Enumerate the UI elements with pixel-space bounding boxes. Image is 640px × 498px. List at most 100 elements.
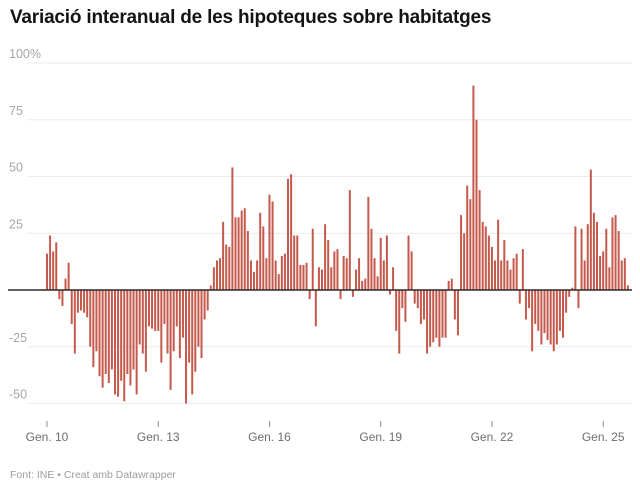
bar xyxy=(453,290,456,320)
bar xyxy=(296,235,299,290)
bar xyxy=(626,285,629,290)
bar xyxy=(274,260,277,290)
bar xyxy=(497,219,500,290)
bar xyxy=(438,290,441,347)
bar xyxy=(166,290,169,354)
bar xyxy=(376,276,379,290)
bar xyxy=(586,224,589,290)
bar xyxy=(456,290,459,336)
y-tick-label: -25 xyxy=(9,331,27,345)
bar xyxy=(620,260,623,290)
y-tick-label: 25 xyxy=(9,217,23,231)
bar xyxy=(574,226,577,290)
bar xyxy=(407,235,410,290)
bar xyxy=(385,235,388,290)
bar xyxy=(416,290,419,309)
bar xyxy=(157,290,160,331)
bar xyxy=(49,235,52,290)
bar xyxy=(401,290,404,309)
bar xyxy=(123,290,126,402)
bar xyxy=(95,290,98,352)
bar xyxy=(126,290,129,374)
bar xyxy=(481,221,484,290)
y-tick-label: 75 xyxy=(9,104,23,118)
bar xyxy=(515,253,518,290)
bar xyxy=(46,253,48,290)
bar xyxy=(484,226,487,290)
bar xyxy=(614,215,617,290)
bar xyxy=(215,260,218,290)
bar xyxy=(623,258,626,290)
bar xyxy=(83,290,86,313)
y-tick-label: 100% xyxy=(9,47,41,61)
bar xyxy=(330,267,333,290)
bar xyxy=(370,228,373,290)
bar xyxy=(521,249,524,290)
bar xyxy=(188,290,191,363)
bar xyxy=(181,290,184,338)
bar xyxy=(314,290,317,327)
bar xyxy=(562,290,565,338)
bar xyxy=(392,267,395,290)
bar xyxy=(361,280,364,290)
bar xyxy=(571,287,574,290)
bar xyxy=(500,260,503,290)
y-axis-labels: 100% 75 50 25 -25 -50 xyxy=(9,47,41,402)
bar xyxy=(487,235,490,290)
bar xyxy=(70,290,73,325)
bar xyxy=(321,269,324,290)
bar xyxy=(367,196,370,290)
bar xyxy=(107,290,110,384)
bar xyxy=(110,290,113,370)
bar xyxy=(351,290,354,297)
bar xyxy=(113,290,116,395)
bar xyxy=(299,265,302,290)
bar xyxy=(373,258,376,290)
bar xyxy=(101,290,104,388)
bar xyxy=(419,290,422,325)
bar xyxy=(580,228,583,290)
bar xyxy=(117,290,120,397)
bar xyxy=(472,85,475,290)
x-axis: Gen. 10 Gen. 13 Gen. 16 Gen. 19 Gen. 22 Gen. … xyxy=(26,421,625,444)
bar xyxy=(185,290,188,404)
x-tick-label: Gen. 25 xyxy=(582,430,625,444)
bar xyxy=(234,217,237,290)
bar xyxy=(469,199,472,290)
bar xyxy=(537,290,540,331)
bar xyxy=(611,217,614,290)
bar xyxy=(413,290,416,304)
bar xyxy=(243,208,246,290)
bar xyxy=(546,290,549,340)
bar xyxy=(460,215,463,290)
bar xyxy=(311,228,314,290)
bar xyxy=(253,271,256,290)
bar xyxy=(435,290,438,338)
bar xyxy=(398,290,401,354)
bar xyxy=(549,290,552,345)
bar xyxy=(160,290,163,363)
bars xyxy=(46,85,629,404)
bar xyxy=(410,251,413,290)
bar xyxy=(246,230,249,290)
bar xyxy=(212,267,215,290)
bar xyxy=(308,290,311,300)
bar xyxy=(528,290,531,309)
bar xyxy=(141,290,144,354)
bar xyxy=(228,246,231,290)
bar xyxy=(540,290,543,345)
bar xyxy=(203,290,206,320)
bar xyxy=(169,290,172,390)
bar xyxy=(237,217,240,290)
bar xyxy=(524,290,527,320)
bar xyxy=(135,290,138,395)
y-tick-label: 50 xyxy=(9,161,23,175)
bar xyxy=(342,255,345,290)
bar xyxy=(194,290,197,372)
bar xyxy=(104,290,107,374)
bar xyxy=(98,290,101,377)
bar xyxy=(602,251,605,290)
bar xyxy=(583,260,586,290)
bar xyxy=(490,246,493,290)
